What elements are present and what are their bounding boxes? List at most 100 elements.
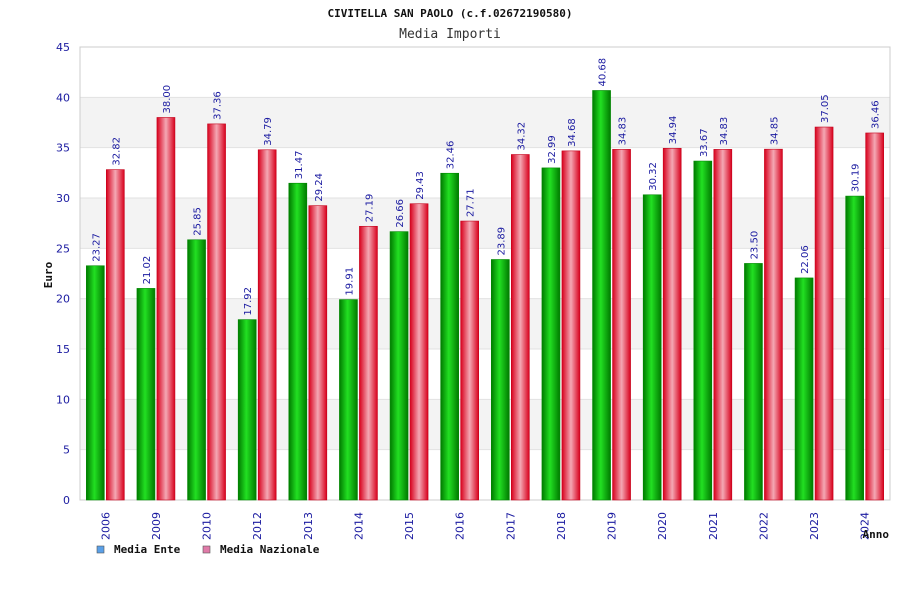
data-label: 34.68	[567, 118, 578, 147]
bar-media-ente	[136, 288, 156, 501]
bar-media-nazionale	[308, 205, 328, 501]
data-label: 33.67	[699, 128, 710, 157]
data-label: 27.19	[364, 194, 375, 223]
bar-media-nazionale	[764, 148, 783, 501]
bar-media-nazionale	[511, 154, 530, 501]
data-label: 21.02	[142, 256, 153, 285]
bar-media-ente	[339, 299, 358, 501]
x-tick-label: 2012	[251, 512, 264, 540]
y-tick-label: 0	[63, 494, 70, 507]
data-label: 23.89	[496, 227, 507, 256]
x-tick-label: 2017	[504, 512, 517, 540]
bar-media-ente	[693, 160, 713, 501]
x-tick-label: 2014	[352, 512, 365, 540]
bar-media-ente	[642, 194, 662, 501]
bars	[86, 90, 884, 501]
bar-media-nazionale	[257, 149, 277, 501]
data-label: 23.27	[91, 233, 102, 262]
bar-media-ente	[86, 265, 105, 501]
data-label: 36.46	[871, 100, 882, 129]
data-label: 29.24	[314, 173, 325, 202]
bar-media-nazionale	[207, 123, 226, 501]
data-label: 37.36	[213, 91, 224, 120]
data-label: 38.00	[162, 85, 173, 114]
x-tick-labels: 2006 2009 2010 2012 2013 2014 2015 2016 2017 2018…	[99, 512, 871, 540]
bar-media-ente	[592, 90, 611, 501]
data-label: 34.83	[618, 117, 629, 146]
data-label: 22.06	[800, 245, 811, 274]
y-tick-label: 45	[56, 41, 70, 54]
data-label: 37.05	[820, 94, 831, 123]
y-tick-label: 40	[56, 91, 70, 104]
bar-media-nazionale	[460, 220, 479, 501]
data-label: 30.19	[851, 163, 862, 192]
data-label: 32.46	[446, 141, 457, 170]
x-tick-label: 2010	[201, 512, 214, 540]
bar-media-nazionale	[612, 149, 631, 501]
x-tick-label: 2023	[808, 512, 821, 540]
bar-media-nazionale	[662, 147, 682, 501]
data-label: 17.92	[243, 287, 254, 316]
y-tick-label: 25	[56, 242, 70, 255]
x-tick-label: 2020	[656, 512, 669, 540]
bar-media-ente	[237, 319, 257, 501]
bar-media-nazionale	[106, 169, 125, 501]
bar-media-nazionale	[409, 203, 429, 501]
legend-label-media-ente: Media Ente	[114, 543, 181, 556]
y-tick-label: 20	[56, 293, 70, 306]
data-label: 34.85	[769, 117, 780, 146]
y-axis-label: Euro	[42, 261, 55, 288]
data-label: 34.94	[668, 116, 679, 145]
data-label: 32.82	[111, 137, 122, 166]
data-label: 27.71	[466, 188, 477, 217]
x-tick-label: 2021	[707, 512, 720, 540]
data-label: 34.32	[516, 122, 527, 151]
data-label: 31.47	[294, 151, 305, 180]
data-label: 29.43	[415, 171, 426, 200]
y-tick-labels: 0 5 10 15 20 25 30 35 40 45	[56, 41, 70, 507]
chart-title: CIVITELLA SAN PAOLO (c.f.02672190580)	[327, 7, 572, 20]
bar-media-ente	[187, 239, 206, 501]
x-tick-label: 2013	[302, 512, 315, 540]
x-tick-label: 2019	[606, 512, 619, 540]
bar-media-ente	[541, 167, 561, 501]
bar-media-nazionale	[359, 225, 378, 501]
data-label: 23.50	[749, 231, 760, 260]
data-label: 32.99	[547, 135, 558, 164]
x-tick-label: 2009	[150, 512, 163, 540]
value-labels: 23.27 32.82 21.02 38.00 25.85 37.36 17.92 34.79…	[91, 58, 881, 316]
x-tick-label: 2015	[403, 512, 416, 540]
bar-media-ente	[845, 195, 864, 501]
chart-subtitle: Media Importi	[399, 27, 501, 42]
data-label: 19.91	[344, 267, 355, 296]
bar-media-nazionale	[713, 149, 733, 501]
x-axis-label: Anno	[863, 528, 890, 541]
bar-media-ente	[440, 172, 459, 501]
bar-media-ente	[744, 263, 763, 501]
bar-media-ente	[389, 231, 409, 501]
y-tick-label: 35	[56, 142, 70, 155]
data-label: 26.66	[395, 199, 406, 228]
legend: Media Ente Media Nazionale	[96, 543, 320, 556]
bar-media-ente	[288, 182, 308, 501]
data-label: 25.85	[193, 207, 204, 236]
legend-swatch-media-nazionale	[202, 545, 211, 554]
bar-media-nazionale	[865, 132, 884, 501]
x-tick-label: 2006	[99, 512, 112, 540]
x-tick-label: 2018	[555, 512, 568, 540]
bar-media-nazionale	[156, 117, 176, 501]
y-tick-label: 30	[56, 192, 70, 205]
data-label: 34.83	[719, 117, 730, 146]
y-tick-label: 15	[56, 343, 70, 356]
data-label: 40.68	[598, 58, 609, 87]
bar-media-ente	[491, 259, 510, 501]
y-tick-label: 10	[56, 393, 70, 406]
x-tick-label: 2024	[859, 512, 872, 540]
bar-media-nazionale	[561, 150, 581, 501]
legend-label-media-nazionale: Media Nazionale	[220, 543, 320, 556]
x-tick-label: 2016	[454, 512, 467, 540]
plot-frame	[79, 46, 891, 501]
y-tick-label: 5	[63, 444, 70, 457]
